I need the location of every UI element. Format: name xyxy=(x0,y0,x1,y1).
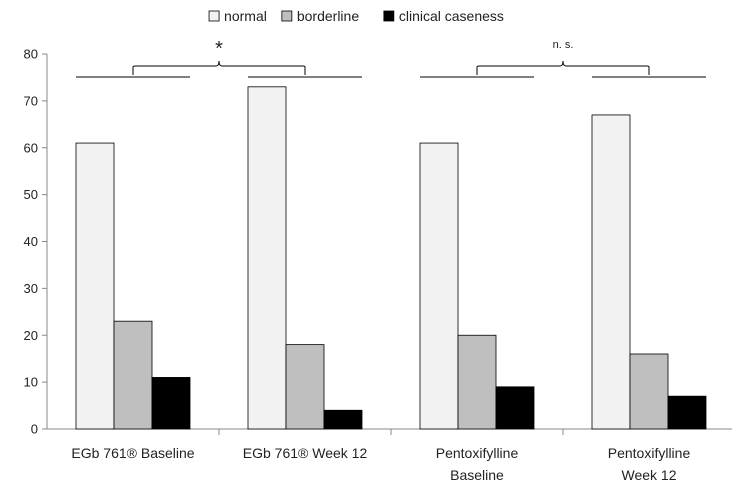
y-tick-label: 0 xyxy=(31,422,38,437)
bar-clinical-caseness xyxy=(495,386,535,430)
significance-brace xyxy=(132,60,306,75)
bar-borderline xyxy=(113,320,153,430)
y-tick-label: 40 xyxy=(24,234,38,249)
bar-borderline xyxy=(457,334,497,430)
y-tick-label: 30 xyxy=(24,281,38,296)
y-tick-label: 80 xyxy=(24,47,38,62)
legend-label: normal xyxy=(224,8,267,24)
x-tick-label: EGb 761® Baseline xyxy=(71,445,194,461)
significance-label: n. s. xyxy=(553,39,574,51)
y-tick-label: 50 xyxy=(24,187,38,202)
bar-normal xyxy=(591,114,631,430)
bar-borderline xyxy=(285,344,325,430)
y-axis: 0 10 20 30 40 50 60 70 80 xyxy=(24,47,48,437)
x-tick-label-line: Week 12 xyxy=(622,467,677,483)
x-tick-label-line: EGb 761® Baseline xyxy=(71,445,194,461)
bar-clinical-caseness xyxy=(151,377,191,430)
bar-normal xyxy=(75,142,115,430)
x-tick-label: EGb 761® Week 12 xyxy=(243,445,368,461)
x-tick-label: Pentoxifylline Week 12 xyxy=(608,445,691,483)
bar-clinical-caseness xyxy=(323,409,363,430)
legend-label: borderline xyxy=(297,8,359,24)
significance-brace xyxy=(476,60,650,75)
legend-swatch xyxy=(281,10,293,22)
bars xyxy=(75,86,707,430)
bar-borderline xyxy=(629,353,669,430)
significance-label: * xyxy=(215,38,223,60)
bar-clinical-caseness xyxy=(667,395,707,430)
y-tick-label: 60 xyxy=(24,140,38,155)
x-tick-label-line: Pentoxifylline xyxy=(436,445,519,461)
y-tick-label: 10 xyxy=(24,375,38,390)
legend-swatch xyxy=(208,10,220,22)
y-tick-label: 20 xyxy=(24,328,38,343)
x-tick-label: Pentoxifylline Baseline xyxy=(436,445,519,483)
x-axis: EGb 761® Baseline EGb 761® Week 12 Pentoxi… xyxy=(47,428,732,483)
bar-normal xyxy=(419,142,459,430)
legend: normal borderline clinical caseness xyxy=(208,8,504,24)
legend-swatch xyxy=(383,10,395,22)
y-tick-label: 70 xyxy=(24,93,38,108)
bar-normal xyxy=(247,86,287,430)
x-tick-label-line: Baseline xyxy=(450,467,504,483)
legend-label: clinical caseness xyxy=(399,8,504,24)
x-tick-label-line: EGb 761® Week 12 xyxy=(243,445,368,461)
significance-annotations: * n. s. xyxy=(76,38,706,78)
x-tick-label-line: Pentoxifylline xyxy=(608,445,691,461)
